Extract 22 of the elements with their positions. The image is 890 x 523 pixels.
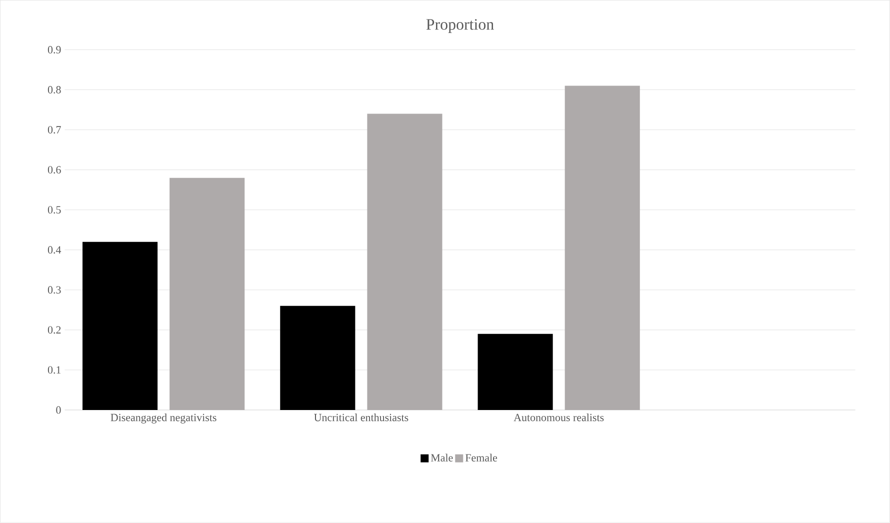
bar [170, 178, 245, 410]
y-tick-label: 0.5 [48, 206, 61, 214]
y-tick-label: 0.7 [48, 126, 61, 134]
y-tick-label: 0 [56, 406, 61, 414]
y-tick-label: 0.1 [48, 366, 61, 374]
bar [280, 306, 356, 410]
y-tick-label: 0.4 [48, 246, 62, 254]
x-tick-label: Uncritical enthusiasts [314, 414, 408, 422]
y-tick-label: 0.9 [48, 46, 61, 54]
y-tick-label: 0.3 [48, 286, 61, 294]
bar [82, 242, 158, 410]
x-tick-label: Autonomous realists [514, 414, 604, 422]
y-tick-label: 0.8 [48, 86, 61, 94]
bar [367, 114, 442, 410]
bar [564, 86, 640, 410]
chart-title: Proportion [426, 19, 494, 34]
bar [478, 334, 553, 410]
y-tick-label: 0.2 [48, 326, 61, 334]
legend-label: Female [465, 454, 498, 462]
y-tick-label: 0.6 [48, 166, 61, 174]
legend-label: Male [430, 454, 453, 462]
x-tick-label: Diseangaged negativists [110, 414, 216, 424]
